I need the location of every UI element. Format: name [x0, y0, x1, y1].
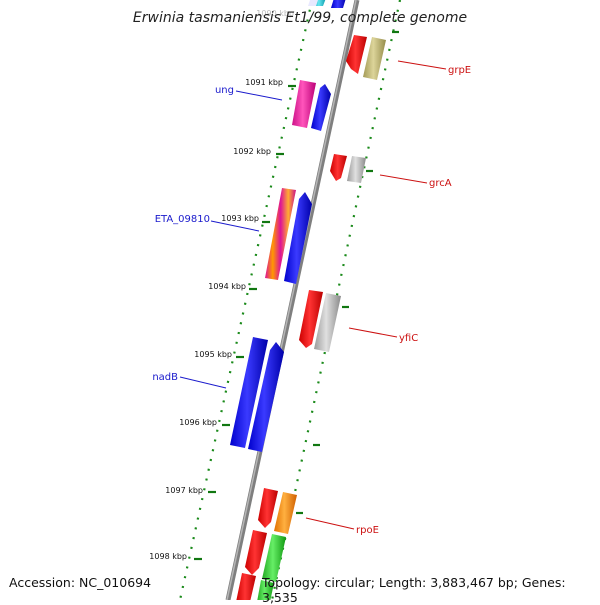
outer-tick-marks — [296, 30, 399, 515]
gene-faded-top — [308, 0, 318, 6]
gene-green-2[interactable] — [257, 580, 274, 600]
gene-label-grcA[interactable]: grcA — [429, 178, 452, 189]
gene-blue-ETA[interactable] — [284, 192, 312, 284]
gene-label-rpoE[interactable]: rpoE — [356, 525, 379, 536]
callout-line — [210, 220, 260, 232]
callout-line — [379, 174, 428, 184]
tick-label: 1097 kbp — [165, 486, 203, 495]
gene-yfiC[interactable] — [299, 290, 323, 348]
gene-grcA[interactable] — [330, 154, 347, 181]
callout-line — [179, 376, 227, 389]
gene-nadB[interactable] — [230, 337, 268, 448]
callout-line — [348, 327, 398, 338]
gene-label-yfiC[interactable]: yfiC — [399, 333, 418, 344]
tick-labels: 1091 kbp 1092 kbp 1093 kbp 1094 kbp 1095… — [149, 78, 283, 561]
gene-green[interactable] — [262, 534, 286, 582]
tick-label: 1098 kbp — [149, 552, 187, 561]
genome-backbone — [225, 0, 360, 600]
callout-lines-left — [179, 90, 283, 389]
gene-label-nadB[interactable]: nadB — [152, 372, 178, 383]
gene-grpE[interactable] — [346, 35, 367, 74]
gene-magenta[interactable] — [292, 80, 316, 128]
gene-ETA_09810[interactable] — [265, 188, 296, 280]
gene-labels-right: grpE grcA yfiC rpoE — [356, 65, 471, 536]
callout-line — [305, 517, 355, 530]
callout-line — [397, 60, 447, 70]
gene-label-grpE[interactable]: grpE — [448, 65, 471, 76]
callout-lines-right — [305, 60, 447, 530]
callout-line — [235, 90, 283, 101]
gene-labels-left: ung ETA_09810 nadB — [152, 85, 234, 383]
accession-label: Accession: NC_010694 — [9, 575, 152, 590]
gene-label-ung[interactable]: ung — [215, 85, 234, 96]
gene-red-bottom[interactable] — [245, 530, 267, 575]
gene-gray-yfiC[interactable] — [314, 293, 341, 352]
gene-rpoE[interactable] — [258, 488, 278, 528]
gene-label-ETA_09810[interactable]: ETA_09810 — [155, 214, 210, 225]
faded-top-tick-label: 1090 kbp — [256, 9, 294, 18]
genome-backbone-highlight — [226, 0, 357, 600]
tick-label: 1092 kbp — [233, 147, 271, 156]
tick-marks — [194, 84, 296, 561]
gene-blue-nadB-2[interactable] — [248, 342, 284, 452]
genome-summary: Topology: circular; Length: 3,883,467 bp… — [262, 575, 566, 605]
tick-label: 1091 kbp — [245, 78, 283, 87]
gene-gray-grcA[interactable] — [347, 156, 366, 183]
tick-label: 1095 kbp — [194, 350, 232, 359]
gene-blue-top[interactable] — [331, 0, 346, 8]
gene-khaki[interactable] — [363, 37, 386, 80]
gene-ung[interactable] — [311, 84, 331, 131]
gene-orange[interactable] — [274, 492, 297, 534]
tick-label: 1093 kbp — [221, 214, 259, 223]
tick-label: 1096 kbp — [179, 418, 217, 427]
tick-label: 1094 kbp — [208, 282, 246, 291]
gene-red-bottom-2[interactable] — [236, 573, 256, 600]
inner-dotted-track — [178, 0, 314, 600]
map-title: Erwinia tasmaniensis Et1/99, complete ge… — [132, 10, 468, 26]
